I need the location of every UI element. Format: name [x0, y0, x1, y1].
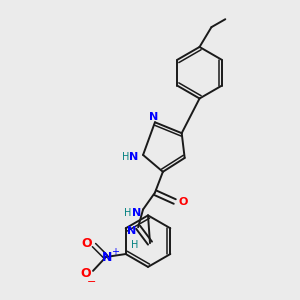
Text: N: N — [127, 226, 136, 236]
Text: H: H — [131, 240, 139, 250]
Text: N: N — [149, 112, 159, 122]
Text: +: + — [111, 247, 119, 257]
Text: N: N — [131, 208, 141, 218]
Text: O: O — [81, 267, 92, 280]
Text: H: H — [122, 152, 129, 162]
Text: O: O — [82, 237, 92, 250]
Text: O: O — [178, 196, 188, 206]
Text: N: N — [102, 251, 112, 265]
Text: H: H — [124, 208, 131, 218]
Text: N: N — [128, 152, 138, 162]
Text: −: − — [87, 277, 97, 287]
